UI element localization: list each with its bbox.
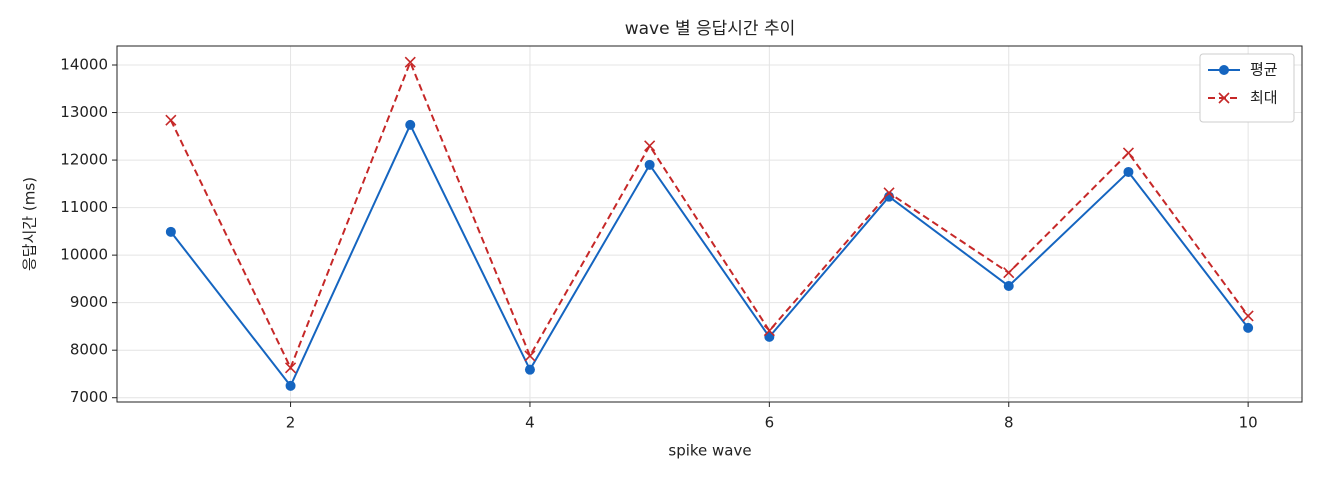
y-tick-label: 8000 bbox=[70, 341, 108, 359]
y-tick-label: 11000 bbox=[60, 198, 108, 216]
series-line bbox=[170, 122, 1249, 388]
x-tick-label: 8 bbox=[1004, 414, 1014, 432]
point-marker bbox=[285, 380, 296, 391]
y-tick-label: 10000 bbox=[60, 246, 108, 264]
legend-marker bbox=[1218, 92, 1230, 104]
point-marker bbox=[644, 140, 656, 152]
point-marker bbox=[883, 187, 895, 199]
plot-frame bbox=[116, 45, 1303, 403]
series-line bbox=[169, 59, 1249, 371]
y-tick-label: 13000 bbox=[60, 103, 108, 121]
x-tick-label: 10 bbox=[1239, 414, 1258, 432]
point-marker bbox=[524, 350, 536, 362]
point-marker bbox=[1003, 267, 1015, 279]
point-marker bbox=[524, 364, 535, 375]
point-marker bbox=[1243, 322, 1254, 333]
legend-label: 최대 bbox=[1250, 89, 1278, 107]
y-tick-label: 7000 bbox=[70, 388, 108, 406]
point-marker bbox=[764, 331, 775, 342]
chart-title: wave 별 응답시간 추이 bbox=[625, 19, 796, 39]
x-tick-label: 6 bbox=[765, 414, 775, 432]
point-marker bbox=[1003, 281, 1014, 292]
legend-label: 평균 bbox=[1250, 61, 1278, 79]
point-marker bbox=[404, 56, 416, 68]
point-marker bbox=[763, 325, 775, 337]
legend-marker bbox=[1219, 65, 1229, 75]
point-marker bbox=[1242, 310, 1254, 322]
y-axis-label: 응답시간 (ms) bbox=[21, 177, 39, 271]
point-marker bbox=[644, 159, 655, 170]
point-marker bbox=[405, 119, 416, 130]
y-tick-label: 9000 bbox=[70, 293, 108, 311]
x-axis-label: spike wave bbox=[668, 442, 751, 460]
x-tick-label: 2 bbox=[286, 414, 296, 432]
legend-box bbox=[1199, 53, 1295, 123]
x-tick-label: 4 bbox=[525, 414, 535, 432]
point-marker bbox=[165, 226, 176, 237]
y-tick-label: 12000 bbox=[60, 151, 108, 169]
point-marker bbox=[284, 362, 297, 374]
point-marker bbox=[1122, 147, 1135, 159]
point-marker bbox=[165, 114, 177, 126]
y-tick-label: 14000 bbox=[60, 56, 108, 74]
point-marker bbox=[1123, 166, 1134, 177]
